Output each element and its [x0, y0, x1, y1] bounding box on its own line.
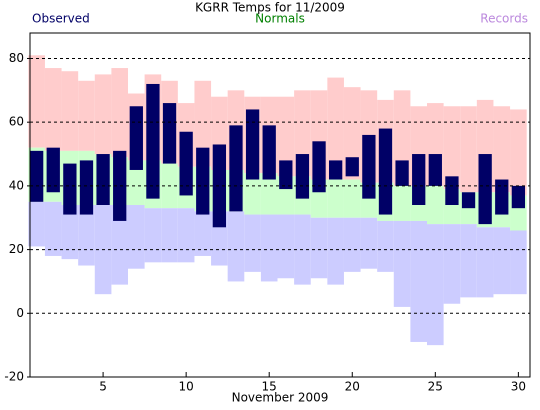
y-tick-label: 80 [9, 51, 24, 65]
observed-bar [63, 163, 77, 215]
record-low-bar [460, 224, 477, 298]
record-high-bar [111, 68, 129, 158]
record-low-bar [144, 208, 162, 263]
record-low-bar [161, 208, 178, 263]
record-low-bar [78, 205, 95, 266]
observed-bar [30, 150, 44, 202]
observed-bar [511, 185, 526, 209]
y-tick-label: 40 [9, 178, 24, 192]
normal-bar [427, 185, 444, 225]
observed-bar [495, 179, 509, 215]
record-low-bar [111, 205, 129, 285]
observed-bar [162, 103, 177, 164]
legend-entry: Normals [255, 12, 305, 26]
x-axis-label: November 2009 [232, 391, 329, 405]
record-low-bar [177, 208, 195, 263]
observed-bar [79, 160, 94, 215]
observed-bar [329, 160, 343, 180]
record-high-bar [44, 68, 62, 151]
record-low-bar [44, 201, 62, 256]
observed-bar [146, 83, 160, 199]
record-high-bar [493, 106, 511, 193]
record-low-bar [510, 230, 527, 295]
y-tick-label: 20 [9, 242, 24, 256]
observed-bar [196, 147, 210, 215]
record-low-bar [28, 201, 45, 247]
observed-bar [378, 128, 393, 215]
observed-bar [245, 109, 260, 180]
observed-bar [279, 160, 293, 190]
record-high-bar [343, 87, 361, 180]
record-low-bar [277, 214, 295, 279]
record-high-bar [78, 80, 95, 151]
record-low-bar [61, 205, 79, 260]
observed-bar [478, 154, 492, 225]
observed-bar [212, 144, 227, 228]
record-low-bar [227, 211, 245, 282]
record-low-bar [128, 205, 145, 269]
record-low-bar [427, 224, 444, 346]
chart-title: KGRR Temps for 11/2009 [195, 1, 345, 15]
normal-bar [327, 179, 344, 218]
observed-bar [179, 131, 193, 196]
x-tick-label: 15 [262, 380, 277, 394]
record-high-bar [94, 74, 112, 155]
observed-bar [362, 134, 376, 199]
observed-bar [428, 154, 442, 186]
record-low-bar [310, 217, 328, 279]
normal-bar [128, 160, 145, 205]
record-low-bar [194, 211, 212, 256]
legend-entry: Records [480, 12, 528, 26]
plot-frame [29, 32, 531, 378]
record-high-bar [327, 77, 344, 180]
record-low-bar [327, 217, 344, 285]
observed-bar [345, 157, 359, 177]
x-tick-label: 5 [99, 380, 107, 394]
record-high-bar [194, 80, 212, 167]
record-low-bar [343, 217, 361, 272]
y-tick-label: -20 [4, 370, 24, 384]
x-tick-label: 30 [511, 380, 526, 394]
observed-bar [461, 192, 476, 209]
x-tick-label: 25 [428, 380, 443, 394]
observed-bar [229, 125, 243, 212]
observed-bar [113, 150, 127, 221]
record-high-bar [61, 71, 79, 151]
observed-bar [312, 141, 326, 193]
observed-bar [262, 125, 276, 180]
record-low-bar [260, 214, 278, 282]
observed-bar [412, 154, 426, 205]
observed-bar [129, 106, 143, 170]
normal-bar [260, 173, 278, 215]
record-high-bar [277, 96, 295, 177]
observed-bar [445, 176, 459, 205]
normal-bar [244, 173, 261, 215]
record-high-bar [443, 106, 461, 190]
x-tick-label: 20 [345, 380, 360, 394]
observed-bar [295, 154, 310, 199]
record-low-bar [360, 217, 378, 269]
x-tick-label: 10 [179, 380, 194, 394]
record-low-bar [377, 220, 394, 272]
record-low-bar [493, 227, 511, 295]
normal-bar [343, 179, 361, 218]
record-high-bar [28, 55, 45, 148]
y-tick-label: 0 [16, 306, 24, 320]
record-low-bar [443, 224, 461, 304]
observed-bar [46, 147, 60, 193]
observed-bar [395, 160, 409, 186]
record-low-bar [393, 220, 411, 307]
normal-bar [393, 185, 411, 221]
legend-entry: Observed [32, 12, 90, 26]
observed-bar [96, 154, 110, 205]
record-low-bar [410, 220, 428, 342]
record-low-bar [476, 227, 494, 298]
y-tick-label: 60 [9, 115, 24, 129]
record-low-bar [244, 214, 261, 272]
record-high-bar [460, 106, 477, 193]
record-high-bar [510, 109, 527, 196]
